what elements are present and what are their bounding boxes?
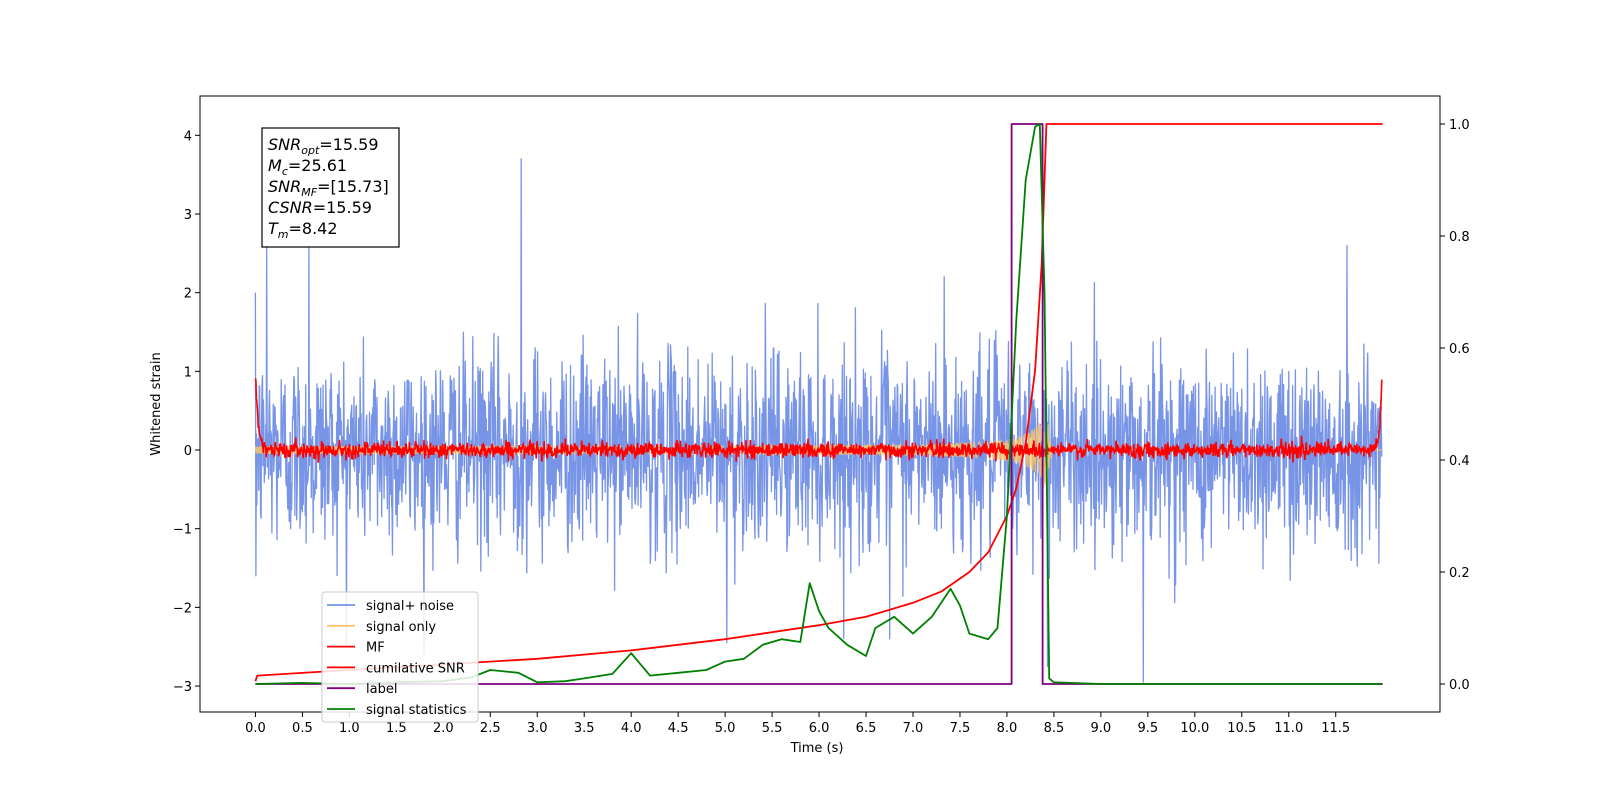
info-line: SNRMF=[15.73] — [268, 177, 389, 199]
y-tick-label: 1 — [184, 365, 192, 380]
info-line: SNRopt=15.59 — [268, 135, 379, 157]
x-tick-label: 8.0 — [997, 721, 1018, 736]
legend-label-label: label — [366, 682, 397, 697]
legend-label-cumilative-snr: cumilative SNR — [366, 661, 465, 676]
x-tick-label: 9.5 — [1138, 721, 1159, 736]
x-tick-label: 10.0 — [1180, 721, 1209, 736]
right-tick-label: 0.0 — [1449, 678, 1470, 693]
x-tick-label: 3.0 — [527, 721, 548, 736]
x-tick-label: 7.5 — [950, 721, 971, 736]
y-tick-label: −1 — [173, 523, 192, 538]
right-tick-label: 0.6 — [1449, 342, 1470, 357]
series-signal-statistics-line — [255, 123, 1382, 685]
x-tick-label: 9.0 — [1091, 721, 1112, 736]
x-tick-label: 2.0 — [433, 721, 454, 736]
x-tick-label: 10.5 — [1227, 721, 1256, 736]
x-tick-label: 11.0 — [1274, 721, 1303, 736]
legend-label-signal-only: signal only — [366, 620, 436, 635]
x-tick-label: 1.0 — [339, 721, 360, 736]
right-tick-label: 0.8 — [1449, 230, 1470, 245]
x-axis-label: Time (s) — [790, 741, 844, 756]
y-tick-label: 4 — [184, 129, 192, 144]
series-signal-noise-line — [254, 158, 1383, 683]
x-tick-label: 8.5 — [1044, 721, 1065, 736]
series-mf-line — [254, 378, 1383, 463]
x-axis-ticks: 0.0 0.5 1.0 1.5 2.0 2.5 3.0 3.5 4.0 4.5 5.0 5.5 6.0 6… — [245, 712, 1350, 736]
legend-label-signal-noise: signal+ noise — [366, 599, 454, 614]
x-tick-label: 5.5 — [762, 721, 783, 736]
info-box: SNRopt=15.59Mc=25.61SNRMF=[15.73]CSNR=15… — [261, 127, 400, 248]
x-tick-label: 0.0 — [245, 721, 266, 736]
legend-frame — [321, 591, 479, 723]
x-tick-label: 2.5 — [480, 721, 501, 736]
series-label-line — [255, 123, 1383, 685]
right-tick-label: 1.0 — [1449, 118, 1470, 133]
info-box-frame — [261, 127, 400, 248]
x-tick-label: 5.0 — [715, 721, 736, 736]
info-line: CSNR=15.59 — [268, 198, 372, 217]
y-axis-label: Whitened strain — [149, 352, 164, 455]
x-tick-label: 3.5 — [574, 721, 595, 736]
right-axis-ticks: 0.0 0.2 0.4 0.6 0.8 1.0 — [1440, 118, 1470, 693]
y-tick-label: −2 — [173, 601, 192, 616]
x-tick-label: 1.5 — [386, 721, 407, 736]
x-tick-label: 7.0 — [903, 721, 924, 736]
legend-label-signal-statistics: signal statistics — [366, 703, 467, 718]
y-tick-label: 0 — [184, 444, 192, 459]
x-tick-label: 4.0 — [621, 721, 642, 736]
x-tick-label: 6.0 — [809, 721, 830, 736]
info-line: Tm=8.42 — [268, 219, 338, 241]
right-tick-label: 0.4 — [1449, 454, 1470, 469]
right-tick-label: 0.2 — [1449, 566, 1470, 581]
info-line: Mc=25.61 — [268, 156, 347, 178]
y-tick-label: 3 — [184, 208, 192, 223]
plot-frame — [199, 95, 1441, 713]
y-tick-label: 2 — [184, 287, 192, 302]
legend-label-mf: MF — [366, 641, 385, 656]
y-tick-label: −3 — [173, 680, 192, 695]
x-tick-label: 6.5 — [856, 721, 877, 736]
x-tick-label: 11.5 — [1321, 721, 1350, 736]
legend: signal+ noise signal only MF cumilative SNR… — [321, 591, 479, 723]
y-axis-ticks: −3 −2 −1 0 1 2 3 4 — [173, 129, 200, 695]
x-tick-label: 0.5 — [292, 721, 313, 736]
x-tick-label: 4.5 — [668, 721, 689, 736]
